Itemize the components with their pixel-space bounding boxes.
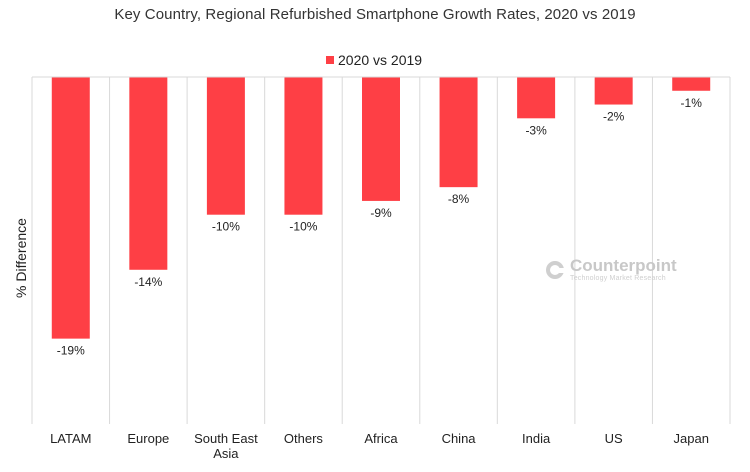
x-tick-label: Europe xyxy=(127,431,169,446)
x-tick-label: LATAM xyxy=(50,431,91,446)
chart-title: Key Country, Regional Refurbished Smartp… xyxy=(114,6,636,23)
data-label: -1% xyxy=(681,96,703,110)
x-tick-label: Africa xyxy=(364,431,398,446)
x-tick-label: India xyxy=(522,431,551,446)
x-tick-label: South East Asia xyxy=(194,431,258,461)
x-tick-label: Japan xyxy=(674,431,709,446)
x-tick-label: China xyxy=(442,431,477,446)
bar xyxy=(51,77,90,339)
data-label: -9% xyxy=(370,206,392,220)
bar xyxy=(517,77,556,119)
watermark-tagline: Technology Market Research xyxy=(570,275,666,282)
counterpoint-logo-icon xyxy=(546,260,565,279)
legend-swatch xyxy=(326,56,334,64)
watermark-brand: Counterpoint xyxy=(570,256,677,275)
legend-label: 2020 vs 2019 xyxy=(338,52,423,68)
data-label: -10% xyxy=(212,220,240,234)
watermark: Counterpoint Technology Market Research xyxy=(546,257,677,282)
data-label: -10% xyxy=(289,220,317,234)
bar xyxy=(362,77,400,201)
x-tick-label: US xyxy=(605,431,623,446)
bar xyxy=(439,77,478,188)
bar xyxy=(129,77,168,270)
bar xyxy=(206,77,245,215)
data-label: -19% xyxy=(57,344,85,358)
bar xyxy=(284,77,323,215)
legend: 2020 vs 2019 xyxy=(326,52,422,68)
data-label: -14% xyxy=(134,275,162,289)
data-label: -8% xyxy=(448,192,470,206)
bar xyxy=(672,77,711,91)
x-tick-label: Others xyxy=(284,431,324,446)
data-label: -2% xyxy=(603,110,625,124)
data-label: -3% xyxy=(525,123,547,137)
bar xyxy=(594,77,633,105)
